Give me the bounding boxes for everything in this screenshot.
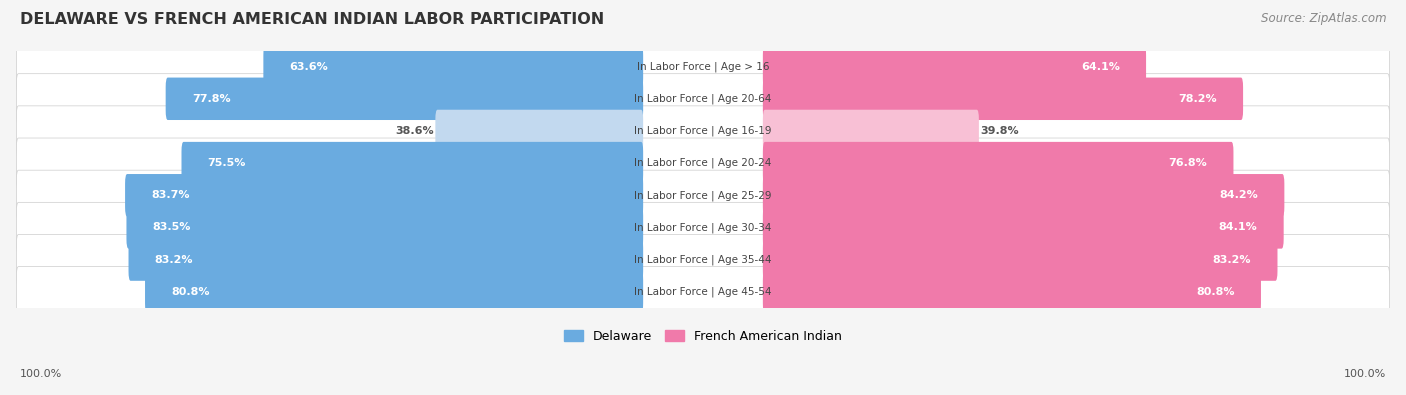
Text: 84.2%: 84.2%: [1219, 190, 1258, 200]
FancyBboxPatch shape: [17, 138, 1389, 188]
Text: 83.2%: 83.2%: [1213, 254, 1251, 265]
FancyBboxPatch shape: [763, 271, 1261, 313]
Text: 80.8%: 80.8%: [172, 287, 209, 297]
FancyBboxPatch shape: [763, 45, 1146, 88]
FancyBboxPatch shape: [763, 77, 1243, 120]
Text: 75.5%: 75.5%: [208, 158, 246, 168]
Text: 39.8%: 39.8%: [980, 126, 1019, 136]
FancyBboxPatch shape: [17, 74, 1389, 124]
FancyBboxPatch shape: [17, 235, 1389, 285]
Text: 83.5%: 83.5%: [153, 222, 191, 232]
FancyBboxPatch shape: [763, 206, 1284, 248]
Text: 80.8%: 80.8%: [1197, 287, 1234, 297]
Text: 63.6%: 63.6%: [290, 62, 328, 71]
Text: 100.0%: 100.0%: [1344, 369, 1386, 379]
Text: 84.1%: 84.1%: [1219, 222, 1257, 232]
Text: In Labor Force | Age 16-19: In Labor Force | Age 16-19: [634, 126, 772, 136]
FancyBboxPatch shape: [125, 174, 643, 216]
Text: 83.2%: 83.2%: [155, 254, 193, 265]
FancyBboxPatch shape: [127, 206, 643, 248]
FancyBboxPatch shape: [181, 142, 643, 184]
Text: 78.2%: 78.2%: [1178, 94, 1218, 104]
Text: 64.1%: 64.1%: [1081, 62, 1121, 71]
FancyBboxPatch shape: [17, 41, 1389, 92]
Text: In Labor Force | Age 20-64: In Labor Force | Age 20-64: [634, 94, 772, 104]
FancyBboxPatch shape: [263, 45, 643, 88]
Text: In Labor Force | Age 20-24: In Labor Force | Age 20-24: [634, 158, 772, 168]
Text: In Labor Force | Age 45-54: In Labor Force | Age 45-54: [634, 286, 772, 297]
Text: 38.6%: 38.6%: [395, 126, 434, 136]
FancyBboxPatch shape: [17, 170, 1389, 220]
Text: In Labor Force | Age 25-29: In Labor Force | Age 25-29: [634, 190, 772, 201]
Text: 76.8%: 76.8%: [1168, 158, 1208, 168]
FancyBboxPatch shape: [17, 106, 1389, 156]
Legend: Delaware, French American Indian: Delaware, French American Indian: [560, 325, 846, 348]
FancyBboxPatch shape: [17, 202, 1389, 252]
Text: Source: ZipAtlas.com: Source: ZipAtlas.com: [1261, 12, 1386, 25]
FancyBboxPatch shape: [763, 174, 1284, 216]
Text: 77.8%: 77.8%: [191, 94, 231, 104]
Text: In Labor Force | Age > 16: In Labor Force | Age > 16: [637, 61, 769, 72]
Text: DELAWARE VS FRENCH AMERICAN INDIAN LABOR PARTICIPATION: DELAWARE VS FRENCH AMERICAN INDIAN LABOR…: [20, 12, 605, 27]
FancyBboxPatch shape: [166, 77, 643, 120]
Text: 100.0%: 100.0%: [20, 369, 62, 379]
Text: In Labor Force | Age 35-44: In Labor Force | Age 35-44: [634, 254, 772, 265]
FancyBboxPatch shape: [436, 110, 643, 152]
FancyBboxPatch shape: [763, 142, 1233, 184]
FancyBboxPatch shape: [145, 271, 643, 313]
FancyBboxPatch shape: [763, 110, 979, 152]
Text: In Labor Force | Age 30-34: In Labor Force | Age 30-34: [634, 222, 772, 233]
Text: 83.7%: 83.7%: [152, 190, 190, 200]
FancyBboxPatch shape: [763, 238, 1278, 281]
FancyBboxPatch shape: [128, 238, 643, 281]
FancyBboxPatch shape: [17, 267, 1389, 317]
